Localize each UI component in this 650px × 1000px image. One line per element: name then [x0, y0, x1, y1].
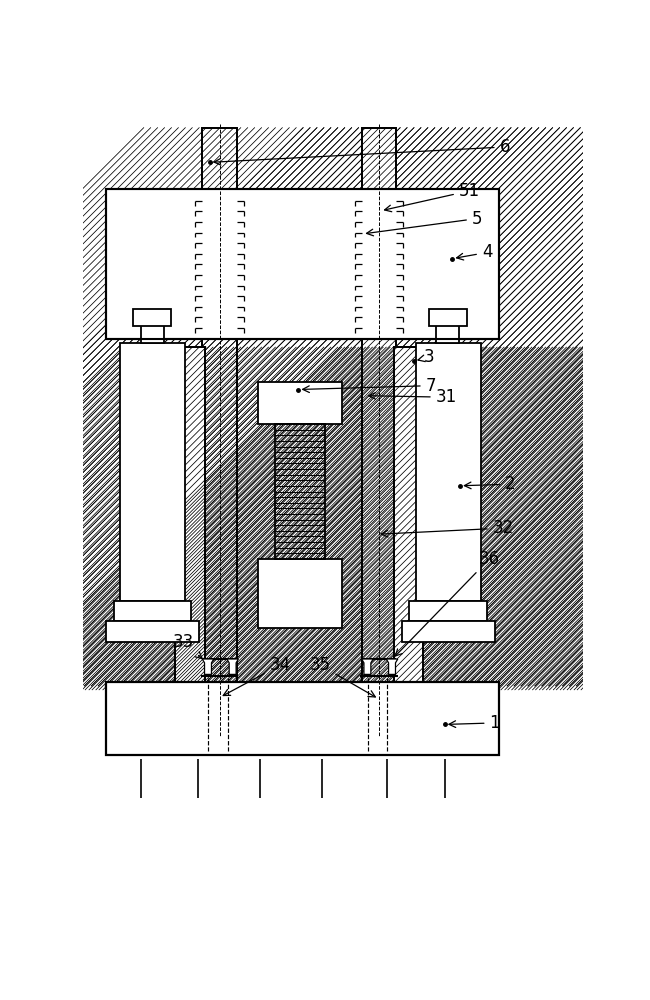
Text: 31: 31 [369, 388, 457, 406]
Bar [133, 309, 172, 326]
Text: 1: 1 [449, 714, 500, 732]
Bar [410, 601, 487, 620]
Text: 7: 7 [303, 377, 436, 395]
Text: 3: 3 [418, 348, 435, 366]
Bar [276, 424, 324, 559]
Text: 34: 34 [223, 656, 291, 696]
Bar [394, 347, 423, 690]
Polygon shape [227, 659, 239, 674]
Bar [176, 347, 205, 690]
Bar [106, 620, 199, 642]
Bar [361, 128, 396, 686]
Bar [140, 324, 164, 343]
Bar [120, 343, 185, 601]
Bar [259, 382, 342, 424]
Text: 2: 2 [464, 475, 515, 493]
Bar [428, 309, 467, 326]
Bar [202, 128, 237, 686]
Bar [394, 347, 423, 690]
Polygon shape [386, 659, 398, 674]
Text: 51: 51 [385, 182, 480, 212]
Bar [106, 189, 499, 339]
Polygon shape [361, 659, 373, 674]
Bar [402, 620, 495, 642]
Text: 36: 36 [395, 550, 500, 656]
Text: 33: 33 [172, 633, 202, 659]
Text: 5: 5 [367, 210, 482, 236]
Bar [259, 559, 342, 628]
Text: 35: 35 [309, 656, 375, 697]
Bar [415, 343, 481, 601]
Text: 32: 32 [381, 519, 514, 537]
Bar [106, 189, 499, 339]
Bar [106, 682, 499, 755]
Polygon shape [202, 659, 214, 674]
Bar [202, 128, 237, 686]
Text: 6: 6 [214, 138, 510, 165]
Bar [436, 324, 460, 343]
Bar [361, 128, 396, 686]
Bar [176, 347, 205, 690]
Bar [114, 601, 192, 620]
Text: 4: 4 [456, 243, 493, 261]
